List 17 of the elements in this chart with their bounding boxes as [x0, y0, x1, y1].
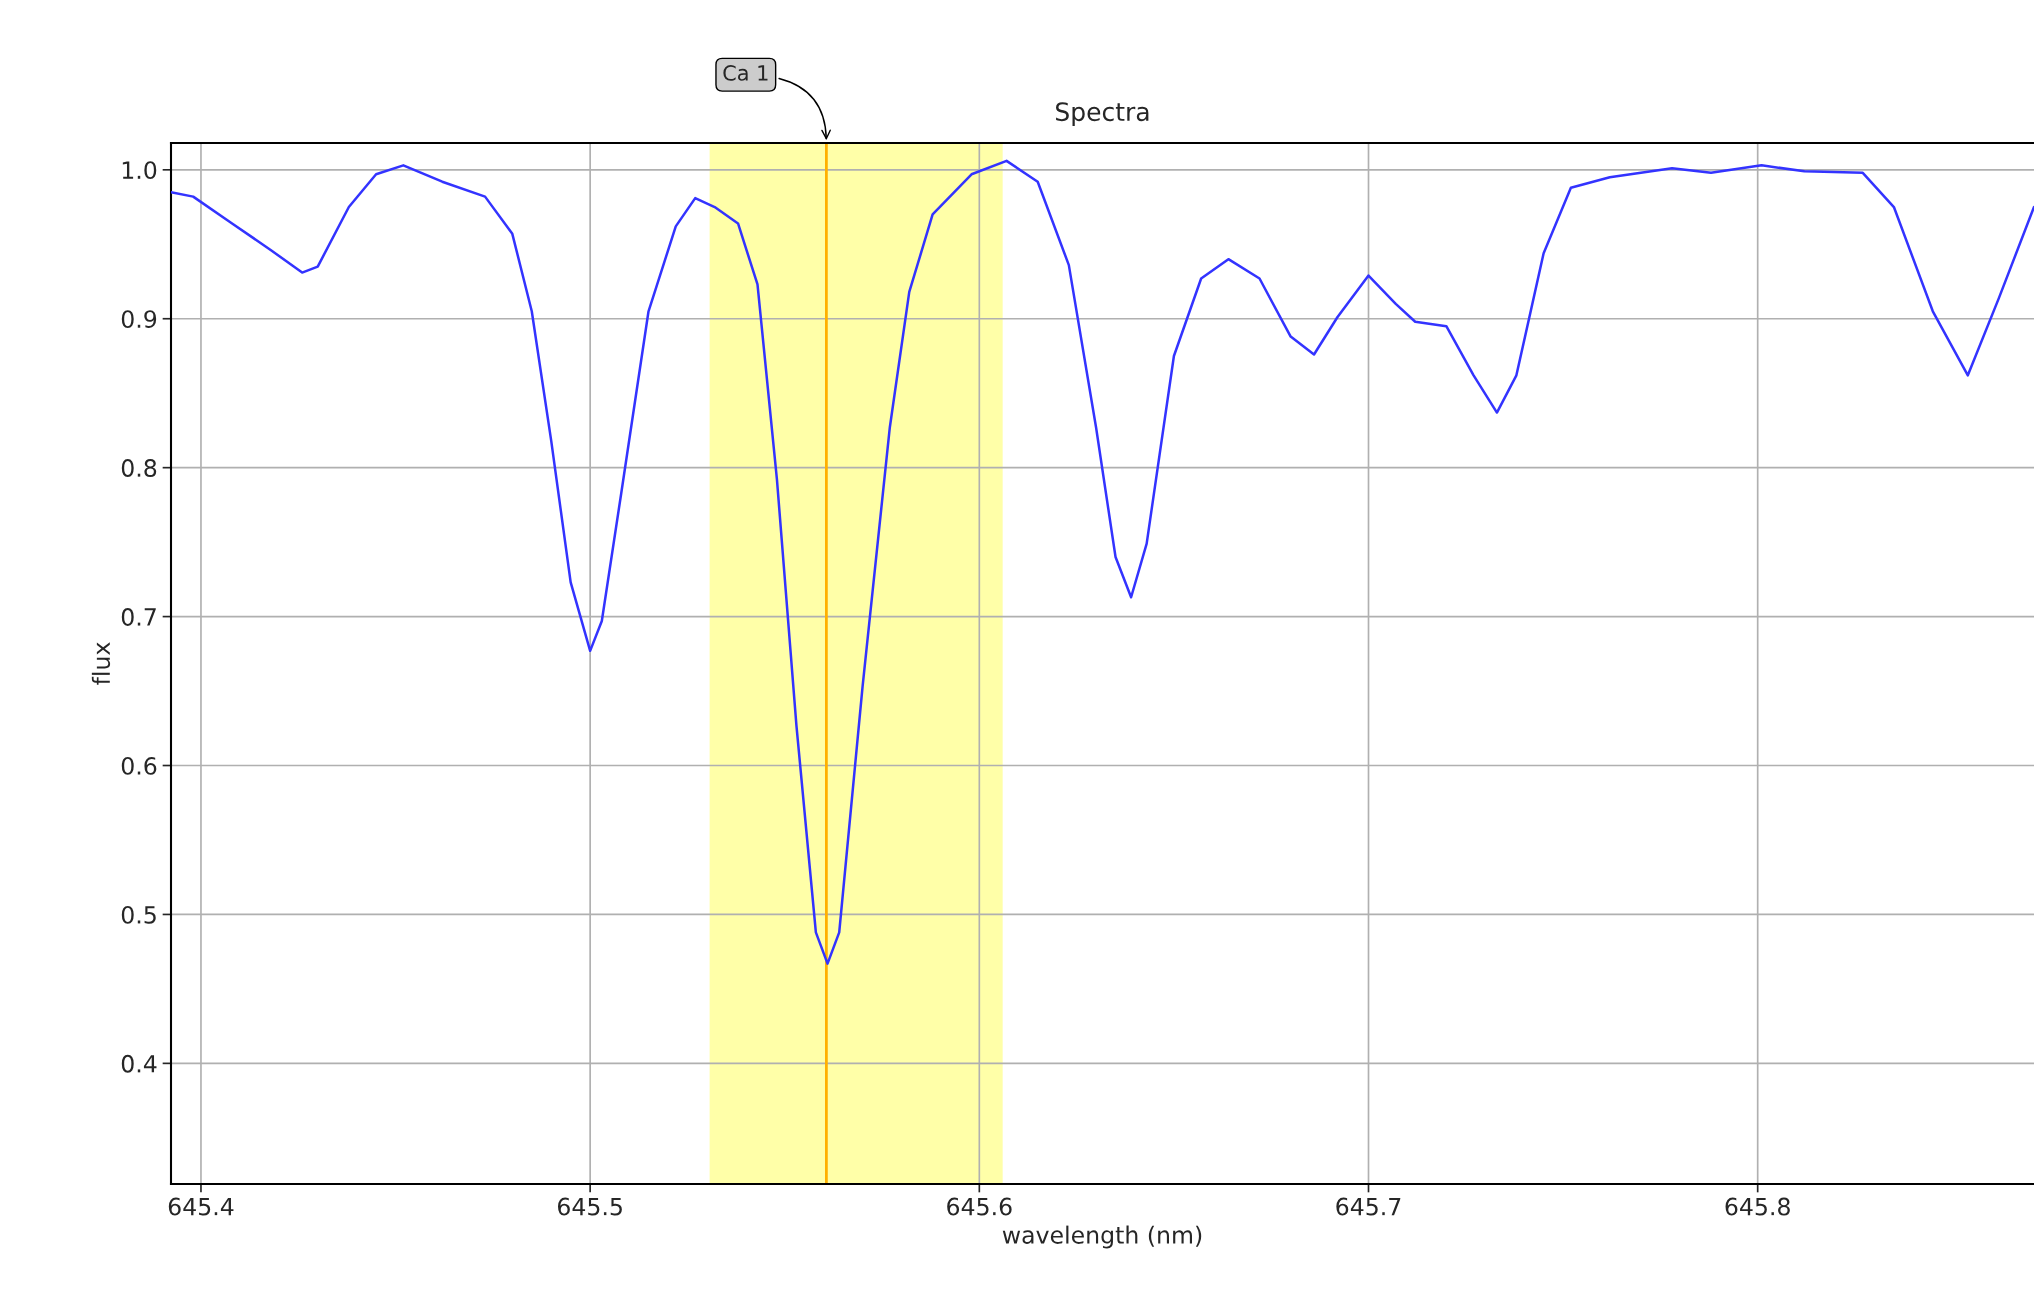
x-tick-label: 645.8	[1725, 1197, 1790, 1216]
x-tick-label: 645.4	[168, 1197, 234, 1216]
y-tick-label: 0.8	[121, 459, 157, 477]
x-axis-title: wavelength (nm)	[1002, 1225, 1202, 1249]
x-tick-label: 645.6	[947, 1197, 1012, 1216]
y-tick-label: 0.7	[121, 608, 156, 626]
y-tick-label: 0.5	[121, 905, 156, 924]
y-tick-label: 0.6	[121, 756, 157, 775]
line-series	[171, 159, 2034, 965]
chart-title: Spectra	[1056, 102, 1149, 126]
y-tick-label: 0.9	[121, 310, 157, 329]
ref-line-label: Ca 1	[723, 65, 768, 81]
y-tick-label: 0.4	[121, 1054, 157, 1073]
y-axis-title: flux	[91, 642, 111, 685]
x-tick-label: 645.7	[1336, 1197, 1401, 1216]
x-tick-label: 645.5	[558, 1197, 622, 1216]
y-tick-label: 1.0	[122, 161, 157, 180]
